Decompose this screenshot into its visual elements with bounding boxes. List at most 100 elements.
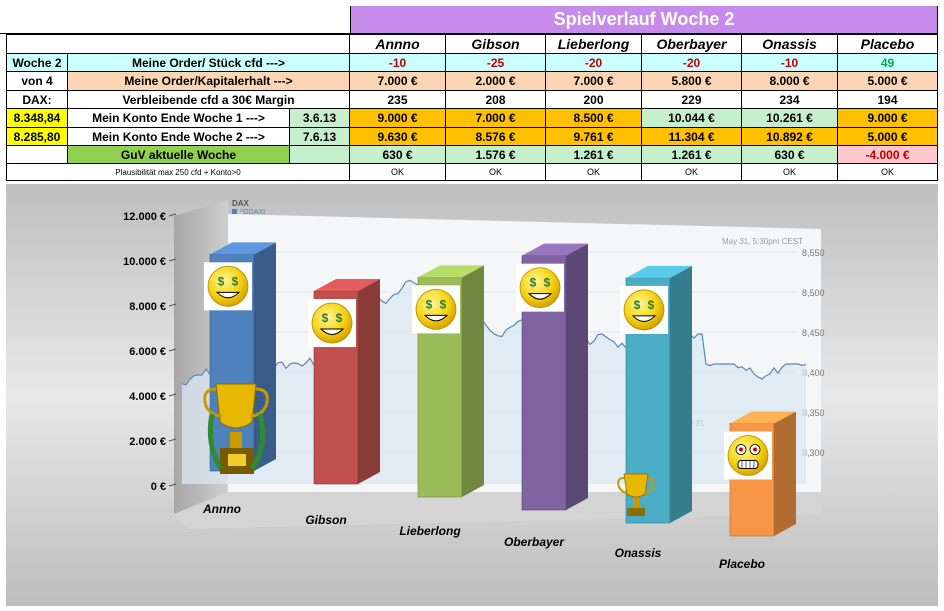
- bar-side: [774, 411, 796, 536]
- guv-1: 630 €: [350, 146, 446, 164]
- trophy-handle-right: [643, 477, 655, 494]
- bar-4: $ $: [516, 243, 588, 511]
- verbleibende-2: 208: [446, 91, 546, 109]
- trophy-handle-left: [203, 387, 223, 418]
- header-player-6: Placebo: [838, 34, 938, 54]
- trophy-handle-left: [617, 477, 629, 494]
- dax-bg-tick: 8,550: [802, 248, 825, 258]
- row-konto1-label: Mein Konto Ende Woche 1 --->: [68, 109, 290, 128]
- dax-bg-line: [181, 279, 807, 386]
- y-tick-label: 12.000 €: [123, 211, 166, 223]
- y-tick-label: 6.000 €: [129, 346, 166, 358]
- verbleibende-5: 234: [742, 91, 838, 109]
- order-kapital-1: 7.000 €: [350, 72, 446, 91]
- bar-icon-box: $ $: [620, 285, 668, 334]
- order-kapital-3: 7.000 €: [546, 72, 642, 91]
- y-tick-label: 0 €: [151, 481, 166, 493]
- pupil-left: [739, 447, 743, 452]
- trophy-base: [627, 508, 645, 516]
- bar-icon-box: $ $: [308, 299, 356, 348]
- row-order-kapital-label: Meine Order/Kapitalerhalt --->: [68, 72, 350, 91]
- sheet-title: Spielverlauf Woche 2: [350, 6, 938, 34]
- grimace-smiley-icon: [727, 435, 769, 476]
- dax-label: DAX:: [6, 91, 68, 109]
- y-tick-mark: [168, 438, 177, 442]
- konto2-1: 9.630 €: [350, 128, 446, 146]
- row-order-stueck-label: Meine Order/ Stück cfd --->: [68, 54, 350, 72]
- category-label: Annno: [202, 502, 241, 516]
- y-tick-mark: [168, 303, 177, 307]
- y-tick-label: 10.000 €: [123, 256, 166, 268]
- money-smiley-icon: $ $: [519, 267, 561, 309]
- woche-label: Woche 2: [6, 54, 68, 72]
- mouth: [737, 460, 759, 469]
- bar-icon-box: $ $: [412, 285, 460, 334]
- dax-legend-swatch: [232, 209, 237, 214]
- plaus-1: OK: [350, 164, 446, 181]
- spreadsheet-table: Spielverlauf Woche 2 Annno Gibson Lieber…: [0, 0, 944, 182]
- order-stueck-3: -20: [546, 54, 642, 72]
- eye-right: $: [544, 276, 551, 290]
- order-stueck-4: -20: [642, 54, 742, 72]
- bar-side: [358, 279, 380, 484]
- bar-6: [724, 411, 796, 537]
- verbleibende-4: 229: [642, 91, 742, 109]
- header-blank: [6, 34, 350, 54]
- bar-3: $ $: [412, 265, 484, 498]
- bar-top: [522, 243, 588, 256]
- dax-value-2: 8.285,80: [6, 128, 68, 146]
- guv-6: -4.000 €: [838, 146, 938, 164]
- eye-left: $: [426, 297, 433, 311]
- trophy-stem: [633, 498, 639, 508]
- konto2-date: 7.6.13: [290, 128, 350, 146]
- konto2-5: 10.892 €: [742, 128, 838, 146]
- trophy-handle-right: [249, 387, 269, 418]
- laurel-right: [249, 413, 266, 471]
- plaus-6: OK: [838, 164, 938, 181]
- face-circle: [415, 288, 457, 330]
- trophy-stem: [230, 432, 242, 448]
- money-smiley-icon: $ $: [415, 288, 457, 330]
- order-stueck-6: 49: [838, 54, 938, 72]
- header-player-5: Onassis: [742, 34, 838, 54]
- order-kapital-2: 2.000 €: [446, 72, 546, 91]
- face-circle: [727, 435, 769, 476]
- verbleibende-6: 194: [838, 91, 938, 109]
- bar-top: [418, 265, 484, 278]
- konto1-3: 8.500 €: [546, 109, 642, 128]
- bar-side: [670, 265, 692, 523]
- face-circle: [207, 265, 249, 307]
- mouth: [631, 315, 657, 322]
- y-tick-mark: [168, 213, 177, 217]
- order-stueck-2: -25: [446, 54, 546, 72]
- category-label: Placebo: [719, 557, 765, 571]
- category-label: Gibson: [305, 513, 346, 527]
- dax-bg-label: DAX: [232, 199, 250, 208]
- dax-bg-tick: 8,350: [802, 408, 825, 418]
- category-label: Oberbayer: [504, 535, 565, 549]
- order-stueck-5: -10: [742, 54, 838, 72]
- von-label: von 4: [6, 72, 68, 91]
- face-circle: [623, 289, 665, 331]
- y-tick-mark: [168, 258, 177, 262]
- guv-4: 1.261 €: [642, 146, 742, 164]
- eye-left: $: [530, 276, 537, 290]
- face-circle: [519, 267, 561, 309]
- eye-right: $: [440, 297, 447, 311]
- dax-value-1: 8.348,84: [6, 109, 68, 128]
- bar-icon-box: [724, 431, 772, 480]
- bar-top: [210, 242, 276, 255]
- dax-bg-tick: 8,300: [802, 448, 825, 458]
- guv-blank-2: [290, 146, 350, 164]
- category-label: Onassis: [615, 546, 662, 560]
- order-kapital-4: 5.800 €: [642, 72, 742, 91]
- y-tick-label: 4.000 €: [129, 391, 166, 403]
- guv-3: 1.261 €: [546, 146, 642, 164]
- verbleibende-1: 235: [350, 91, 446, 109]
- money-smiley-icon: $ $: [623, 289, 665, 331]
- x-axis: Annno Gibson Lieberlong Oberbayer Onassis Pla…: [202, 502, 765, 571]
- order-kapital-6: 5.000 €: [838, 72, 938, 91]
- konto1-2: 7.000 €: [446, 109, 546, 128]
- eye-left: $: [322, 311, 329, 325]
